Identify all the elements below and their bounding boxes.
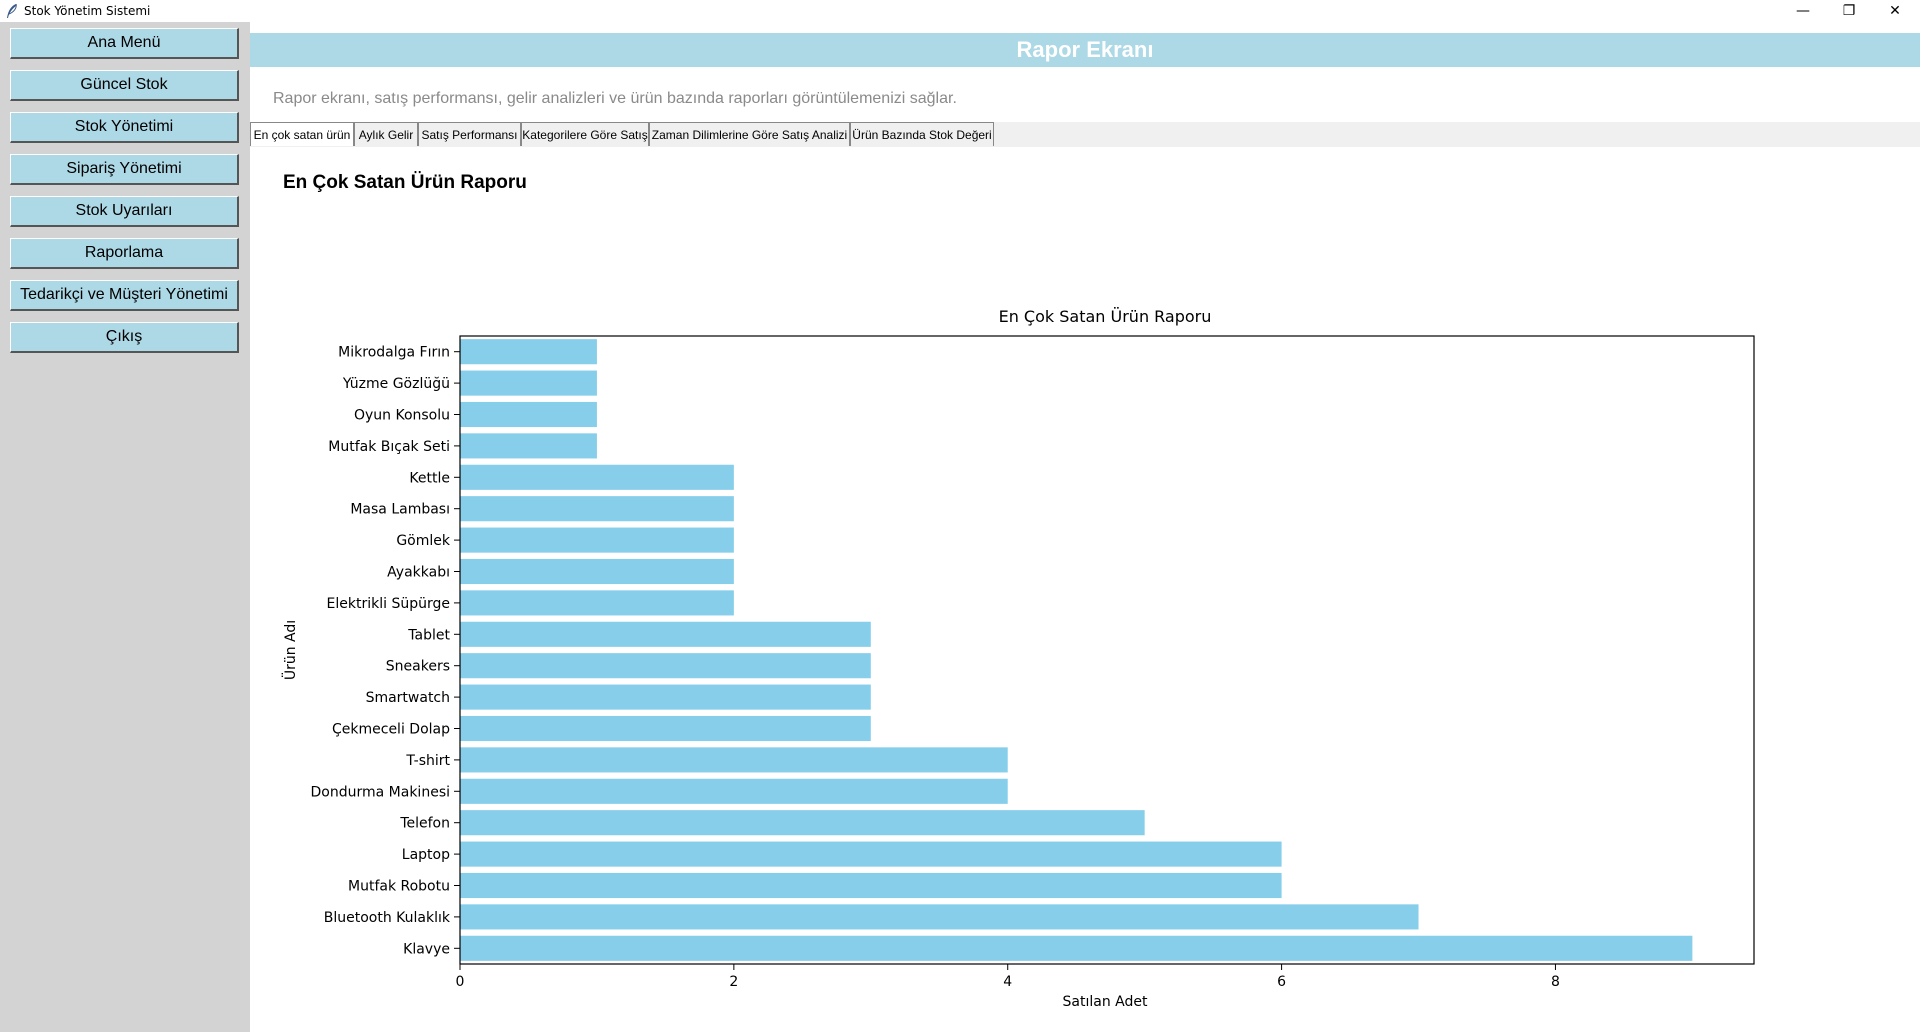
chart-y-axis-label: Ürün Adı bbox=[281, 620, 299, 680]
chart-bar bbox=[460, 464, 734, 490]
chart-bar bbox=[460, 684, 871, 710]
report-tabs: En çok satan ürün Aylık Gelir Satış Perf… bbox=[250, 122, 1920, 147]
sidebar-item-guncel-stok[interactable]: Güncel Stok bbox=[10, 70, 239, 101]
sidebar-item-siparis-yonetimi[interactable]: Sipariş Yönetimi bbox=[10, 154, 239, 185]
tab-en-cok-satan[interactable]: En çok satan ürün bbox=[250, 122, 354, 146]
chart-bar bbox=[460, 653, 871, 679]
chart-x-axis-label: Satılan Adet bbox=[1063, 994, 1148, 1010]
y-tick-label: Telefon bbox=[399, 816, 450, 832]
y-tick-label: Kettle bbox=[409, 470, 450, 486]
chart-bar bbox=[460, 527, 734, 553]
plot-frame bbox=[459, 335, 1755, 965]
y-tick-label: Mutfak Robotu bbox=[348, 879, 450, 895]
y-tick-label: Masa Lambası bbox=[350, 502, 450, 518]
y-tick-label: Klavye bbox=[403, 941, 450, 957]
minimize-icon[interactable]: — bbox=[1796, 3, 1810, 19]
chart-bar bbox=[460, 778, 1008, 804]
y-tick-label: Tablet bbox=[407, 627, 450, 643]
chart-bar bbox=[460, 810, 1145, 836]
close-icon[interactable]: ✕ bbox=[1889, 3, 1901, 19]
sidebar-item-ana-menu[interactable]: Ana Menü bbox=[10, 28, 239, 59]
chart-bar bbox=[460, 621, 871, 647]
main-panel: Rapor Ekranı Rapor ekranı, satış perform… bbox=[250, 22, 1920, 1032]
page-description: Rapor ekranı, satış performansı, gelir a… bbox=[273, 90, 957, 107]
x-tick-label: 2 bbox=[729, 974, 738, 990]
window-titlebar: Stok Yönetim Sistemi — ❐ ✕ bbox=[0, 0, 1920, 22]
y-tick-label: T-shirt bbox=[405, 753, 450, 769]
sidebar-item-raporlama[interactable]: Raporlama bbox=[10, 238, 239, 269]
tab-satis-performansi[interactable]: Satış Performansı bbox=[418, 122, 521, 146]
bar-chart: En Çok Satan Ürün Raporu Satılan Adet Ür… bbox=[281, 307, 1755, 1010]
chart-bar bbox=[460, 715, 871, 742]
sidebar: Ana Menü Güncel Stok Stok Yönetimi Sipar… bbox=[0, 22, 250, 1032]
tab-zaman-dilimleri[interactable]: Zaman Dilimlerine Göre Satış Analizi bbox=[649, 122, 850, 146]
x-tick-label: 0 bbox=[456, 974, 465, 990]
chart-bar bbox=[460, 935, 1693, 961]
sidebar-item-stok-uyarilari[interactable]: Stok Uyarıları bbox=[10, 196, 239, 227]
y-tick-label: Çekmeceli Dolap bbox=[332, 722, 450, 738]
y-tick-label: Ayakkabı bbox=[387, 565, 450, 581]
chart-bar bbox=[460, 904, 1419, 930]
chart-bar bbox=[460, 339, 597, 365]
maximize-icon[interactable]: ❐ bbox=[1842, 3, 1856, 19]
y-tick-label: Mikrodalga Fırın bbox=[338, 345, 450, 361]
sidebar-item-tedarikci-musteri[interactable]: Tedarikçi ve Müşteri Yönetimi bbox=[10, 280, 239, 311]
y-tick-label: Laptop bbox=[402, 847, 450, 863]
chart-bar bbox=[460, 872, 1282, 899]
chart-bar bbox=[460, 370, 597, 396]
tab-urun-stok-degeri[interactable]: Ürün Bazında Stok Değeri bbox=[850, 122, 994, 146]
chart-title: En Çok Satan Ürün Raporu bbox=[999, 307, 1212, 326]
y-tick-label: Dondurma Makinesi bbox=[311, 784, 450, 800]
chart-bar bbox=[460, 841, 1282, 867]
y-tick-label: Bluetooth Kulaklık bbox=[324, 910, 451, 926]
chart-bar bbox=[460, 747, 1008, 773]
sidebar-item-cikis[interactable]: Çıkış bbox=[10, 322, 239, 353]
tab-kategorilere-gore[interactable]: Kategorilere Göre Satış bbox=[521, 122, 649, 146]
y-tick-label: Elektrikli Süpürge bbox=[327, 596, 450, 612]
y-tick-label: Oyun Konsolu bbox=[354, 408, 450, 424]
page-title: Rapor Ekranı bbox=[250, 33, 1920, 67]
sidebar-item-stok-yonetimi[interactable]: Stok Yönetimi bbox=[10, 112, 239, 143]
y-tick-label: Gömlek bbox=[396, 533, 451, 549]
chart-bar bbox=[460, 496, 734, 522]
tab-aylik-gelir[interactable]: Aylık Gelir bbox=[354, 122, 418, 146]
y-tick-label: Smartwatch bbox=[366, 690, 450, 706]
y-tick-label: Mutfak Bıçak Seti bbox=[328, 439, 450, 455]
chart-bar bbox=[460, 590, 734, 616]
x-tick-label: 8 bbox=[1551, 974, 1560, 990]
report-heading: En Çok Satan Ürün Raporu bbox=[283, 172, 527, 193]
y-tick-label: Yüzme Gözlüğü bbox=[342, 376, 450, 392]
y-tick-label: Sneakers bbox=[386, 659, 450, 675]
chart-bar bbox=[460, 558, 734, 585]
chart-bar bbox=[460, 433, 597, 459]
chart-bar bbox=[460, 401, 597, 428]
window-title: Stok Yönetim Sistemi bbox=[24, 4, 151, 18]
feather-icon bbox=[7, 3, 17, 18]
x-tick-label: 6 bbox=[1277, 974, 1286, 990]
x-tick-label: 4 bbox=[1003, 974, 1012, 990]
